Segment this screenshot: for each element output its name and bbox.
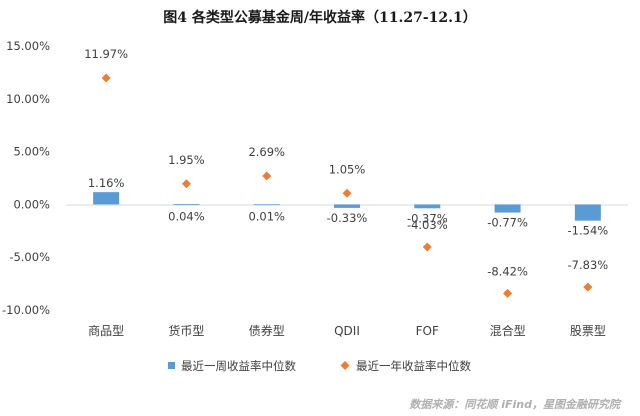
y-tick-label: 15.00%	[6, 39, 50, 53]
weekly-return-bars: 1.16% 0.04% 0.01% -0.33% -0.37% -0.77% -1.54%	[88, 176, 608, 238]
weekly-return-bar	[93, 192, 120, 205]
legend-label-weekly: 最近一周收益率中位数	[181, 359, 296, 373]
legend: 最近一周收益率中位数 最近一年收益率中位数	[168, 359, 471, 373]
weekly-return-bar	[414, 204, 441, 209]
weekly-return-bar	[253, 204, 280, 206]
annual-return-point	[422, 242, 432, 252]
y-tick-label: 5.00%	[13, 145, 50, 159]
y-tick-label: 10.00%	[6, 92, 50, 106]
legend-bar-swatch	[168, 362, 175, 369]
x-category-label: FOF	[416, 324, 439, 338]
annual-return-label: -8.42%	[487, 264, 528, 278]
x-category-label: 货币型	[168, 323, 204, 338]
y-tick-label: -5.00%	[9, 250, 50, 264]
x-category-label: 债券型	[249, 323, 285, 338]
x-category-label: 股票型	[570, 324, 606, 338]
annual-return-label: -7.83%	[568, 258, 609, 272]
source-note: 数据来源：同花顺 iFind，星图金融研究院	[409, 398, 622, 411]
weekly-return-bar	[494, 204, 521, 213]
annual-return-label: 1.95%	[168, 153, 205, 167]
weekly-return-label: -0.37%	[407, 211, 448, 225]
weekly-return-bar	[574, 204, 601, 221]
chart-title: 图4 各类型公募基金周/年收益率（11.27-12.1）	[163, 9, 476, 26]
legend-diamond-marker	[340, 361, 350, 370]
annual-return-point	[262, 171, 272, 181]
weekly-return-label: -0.33%	[327, 211, 368, 225]
y-tick-label: 0.00%	[13, 197, 50, 211]
legend-label-annual: 最近一年收益率中位数	[356, 359, 471, 373]
weekly-return-label: 0.01%	[248, 209, 285, 223]
y-axis: 15.00% 10.00% 5.00% 0.00% -5.00% -10.00%	[2, 39, 50, 317]
annual-return-point	[503, 288, 513, 298]
weekly-return-label: -1.54%	[568, 224, 609, 238]
annual-return-point	[101, 73, 111, 83]
annual-return-point	[181, 179, 191, 189]
x-axis-categories: 商品型 货币型 债券型 QDII FOF 混合型 股票型	[88, 323, 606, 338]
weekly-return-label: 1.16%	[88, 176, 125, 190]
annual-return-label: -4.03%	[407, 218, 448, 232]
weekly-return-label: 0.04%	[168, 209, 205, 223]
weekly-return-label: -0.77%	[487, 216, 528, 230]
annual-return-points: 11.97% 1.95% 2.69% 1.05% -4.03% -8.42% -7.83%	[84, 47, 608, 298]
annual-return-label: 1.05%	[329, 162, 366, 176]
annual-return-label: 11.97%	[84, 47, 128, 61]
annual-return-point	[583, 282, 593, 292]
weekly-return-bar	[334, 204, 360, 208]
x-category-label: QDII	[334, 324, 360, 338]
y-tick-label: -10.00%	[2, 303, 50, 317]
annual-return-point	[342, 188, 352, 198]
weekly-return-bar	[173, 203, 200, 205]
x-category-label: 商品型	[88, 323, 124, 338]
x-category-label: 混合型	[490, 323, 526, 338]
annual-return-label: 2.69%	[248, 145, 285, 159]
